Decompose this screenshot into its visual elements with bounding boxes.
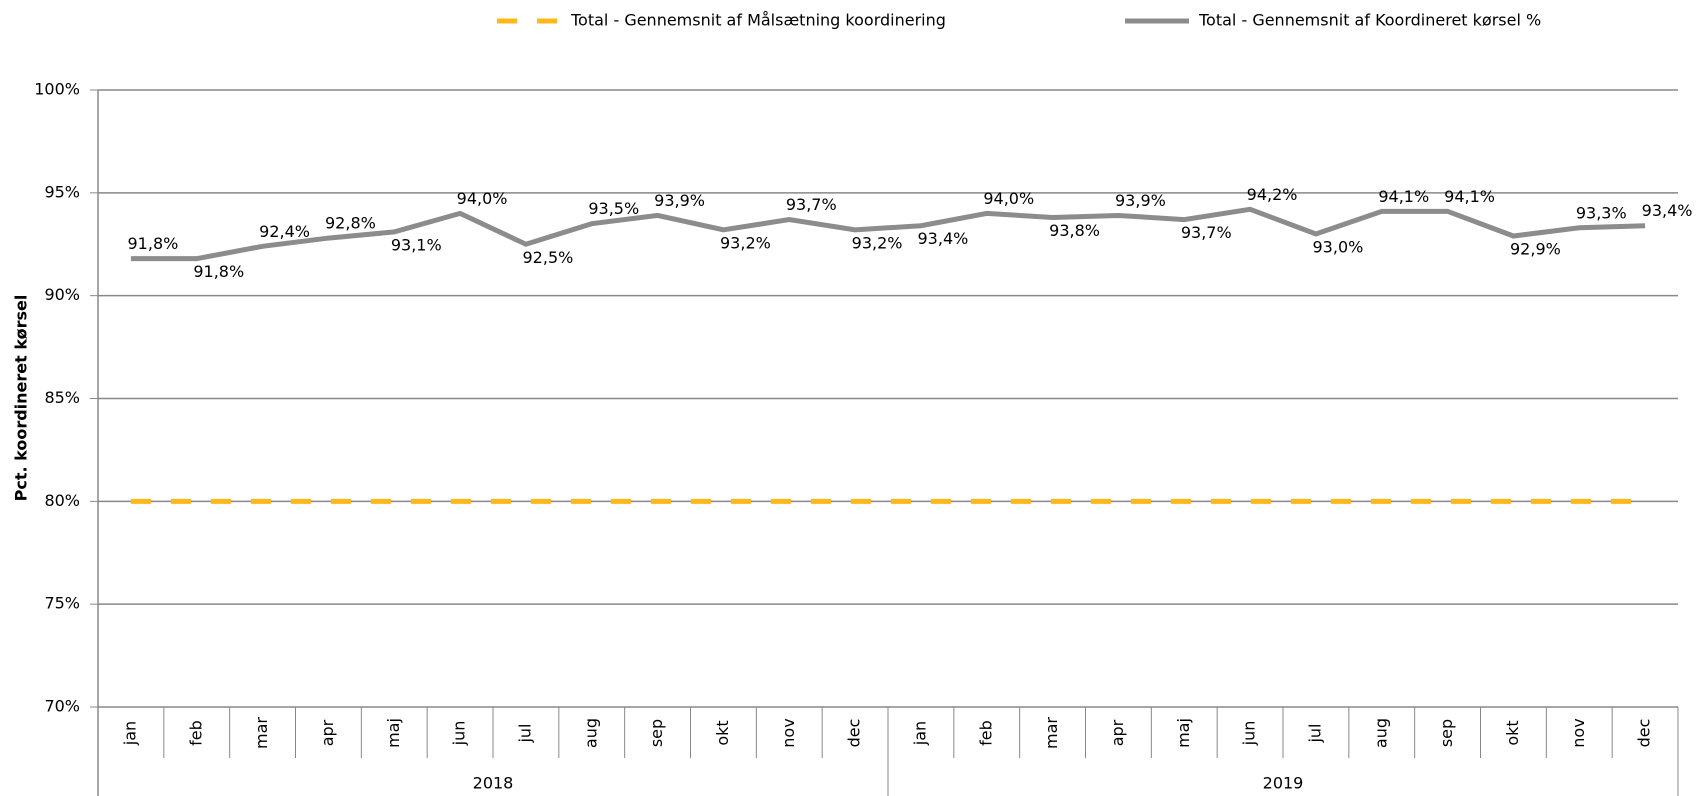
data-label: 93,7% xyxy=(786,195,837,214)
x-tick-label: aug xyxy=(581,718,600,748)
data-label: 94,1% xyxy=(1378,187,1429,206)
data-label: 91,8% xyxy=(128,234,179,253)
x-tick-label: mar xyxy=(1042,717,1061,749)
x-tick-label: okt xyxy=(1503,720,1522,745)
y-tick-label: 80% xyxy=(44,491,80,510)
data-label: 93,2% xyxy=(720,233,771,252)
y-tick-label: 95% xyxy=(44,182,80,201)
y-tick-label: 85% xyxy=(44,388,80,407)
data-label: 93,5% xyxy=(588,199,639,218)
y-axis-title: Pct. koordineret kørsel xyxy=(12,295,31,502)
x-tick-label: apr xyxy=(1108,719,1127,746)
data-label: 93,2% xyxy=(852,233,903,252)
data-label: 92,4% xyxy=(259,222,310,241)
x-tick-label: feb xyxy=(976,720,995,746)
y-tick-label: 70% xyxy=(44,697,80,716)
data-label: 93,9% xyxy=(654,191,705,210)
x-tick-label: jun xyxy=(450,721,469,747)
data-label: 94,2% xyxy=(1247,185,1298,204)
x-tick-label: apr xyxy=(318,719,337,746)
legend-label: Total - Gennemsnit af Koordineret kørsel… xyxy=(1198,11,1541,30)
data-label: 92,5% xyxy=(523,248,574,267)
data-label: 93,0% xyxy=(1313,237,1364,256)
x-tick-label: sep xyxy=(647,719,666,747)
x-tick-label: jul xyxy=(1305,723,1324,743)
series-line xyxy=(130,206,1646,262)
data-label: 92,8% xyxy=(325,214,376,233)
group-label: 2019 xyxy=(1263,774,1304,793)
x-tick-label: nov xyxy=(779,718,798,747)
x-tick-label: nov xyxy=(1569,718,1588,747)
x-tick-label: sep xyxy=(1437,719,1456,747)
data-label: 92,9% xyxy=(1510,240,1561,259)
x-tick-label: jul xyxy=(515,723,534,743)
data-label: 93,9% xyxy=(1115,191,1166,210)
data-label: 93,1% xyxy=(391,235,442,254)
legend-label: Total - Gennemsnit af Målsætning koordin… xyxy=(570,11,946,30)
data-label: 93,3% xyxy=(1576,203,1627,222)
x-tick-label: maj xyxy=(1174,718,1193,748)
data-label: 94,1% xyxy=(1444,187,1495,206)
x-tick-label: okt xyxy=(713,720,732,745)
x-tick-label: jan xyxy=(120,721,139,746)
data-label: 94,0% xyxy=(457,189,508,208)
x-tick-label: dec xyxy=(845,719,864,748)
x-tick-label: dec xyxy=(1635,719,1654,748)
x-tick-label: aug xyxy=(1371,718,1390,748)
x-tick-label: maj xyxy=(384,718,403,748)
group-label: 2018 xyxy=(473,774,514,793)
y-tick-label: 90% xyxy=(44,285,80,304)
x-tick-label: mar xyxy=(252,717,271,749)
data-label: 93,7% xyxy=(1181,223,1232,242)
x-tick-label: jun xyxy=(1240,721,1259,747)
y-tick-label: 100% xyxy=(34,80,80,99)
data-label: 93,4% xyxy=(1642,201,1693,220)
data-label: 91,8% xyxy=(193,262,244,281)
y-tick-label: 75% xyxy=(44,594,80,613)
data-label: 93,4% xyxy=(918,229,969,248)
data-label: 93,8% xyxy=(1049,221,1100,240)
x-tick-label: feb xyxy=(186,720,205,746)
data-label: 94,0% xyxy=(983,189,1034,208)
x-tick-label: jan xyxy=(910,721,929,746)
